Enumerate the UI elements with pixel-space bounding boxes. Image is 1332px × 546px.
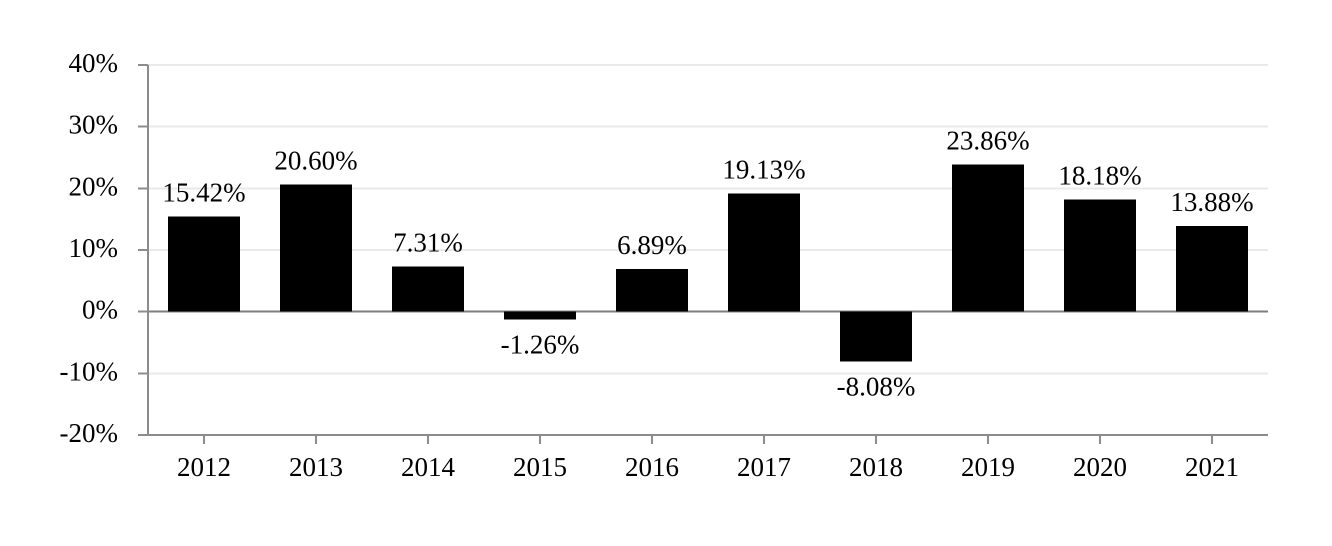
bar-value-label: 20.60%	[274, 146, 357, 176]
x-tick-label: 2016	[625, 452, 679, 482]
x-tick-label: 2017	[737, 452, 791, 482]
bar-value-label: 7.31%	[393, 228, 463, 258]
bar-2015	[504, 311, 576, 320]
bar-value-label: 6.89%	[617, 230, 687, 260]
x-tick-label: 2012	[177, 452, 231, 482]
x-tick-label: 2021	[1185, 452, 1239, 482]
y-tick-label: -20%	[60, 418, 118, 448]
bar-2020	[1064, 199, 1136, 312]
bar-value-label: 23.86%	[946, 126, 1029, 156]
bar-value-label: -1.26%	[501, 329, 580, 359]
x-tick-label: 2013	[289, 452, 343, 482]
bar-2014	[392, 266, 464, 312]
y-tick-label: 10%	[69, 233, 119, 263]
bar-2016	[616, 269, 688, 312]
bar-2019	[952, 164, 1024, 312]
x-tick-label: 2019	[961, 452, 1015, 482]
bar-2021	[1176, 226, 1248, 312]
bar-2013	[280, 184, 352, 312]
x-tick-label: 2014	[401, 452, 456, 482]
bar-value-label: 15.42%	[162, 178, 245, 208]
y-tick-label: 30%	[69, 110, 119, 140]
y-tick-label: 40%	[69, 48, 119, 78]
y-tick-label: 0%	[82, 295, 118, 325]
bar-2018	[840, 311, 912, 362]
bar-value-label: -8.08%	[837, 371, 916, 401]
y-tick-label: 20%	[69, 171, 119, 201]
x-tick-label: 2015	[513, 452, 567, 482]
x-tick-label: 2018	[849, 452, 903, 482]
bar-value-label: 19.13%	[722, 155, 805, 185]
bar-2017	[728, 193, 800, 312]
bar-2012	[168, 216, 240, 312]
x-tick-label: 2020	[1073, 452, 1127, 482]
bar-value-label: 18.18%	[1058, 161, 1141, 191]
y-tick-label: -10%	[60, 356, 118, 386]
bar-value-label: 13.88%	[1170, 187, 1253, 217]
